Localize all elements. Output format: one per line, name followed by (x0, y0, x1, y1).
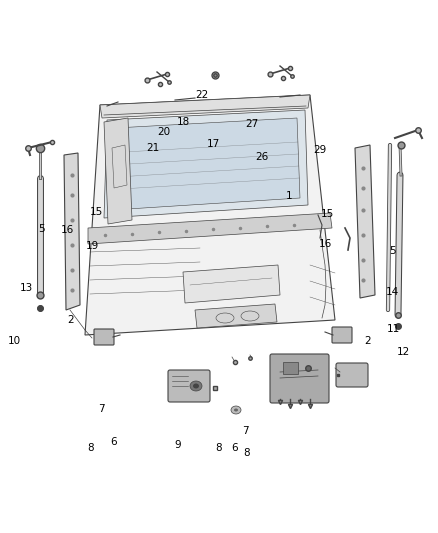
Text: 8: 8 (87, 443, 94, 453)
Text: 16: 16 (60, 225, 74, 235)
Text: 10: 10 (7, 336, 21, 346)
Text: 1: 1 (286, 191, 293, 201)
Text: 2: 2 (364, 336, 371, 346)
Text: 21: 21 (147, 143, 160, 153)
Text: 22: 22 (195, 90, 208, 100)
Text: 14: 14 (385, 287, 399, 297)
Ellipse shape (234, 408, 238, 411)
Bar (283, 362, 298, 374)
Text: 18: 18 (177, 117, 190, 126)
Text: 27: 27 (245, 119, 258, 128)
Ellipse shape (193, 384, 199, 389)
Polygon shape (100, 95, 310, 118)
Text: 2: 2 (67, 315, 74, 325)
Polygon shape (195, 304, 277, 328)
Polygon shape (88, 213, 332, 244)
Text: 11: 11 (387, 325, 400, 334)
Text: 5: 5 (389, 246, 396, 255)
Text: 8: 8 (215, 443, 223, 453)
FancyBboxPatch shape (332, 327, 352, 343)
Text: 17: 17 (207, 139, 220, 149)
Text: 13: 13 (20, 283, 33, 293)
Text: 16: 16 (318, 239, 332, 249)
FancyBboxPatch shape (270, 354, 329, 403)
Text: 12: 12 (397, 347, 410, 357)
Polygon shape (104, 110, 308, 218)
Polygon shape (85, 95, 335, 335)
Text: 9: 9 (174, 440, 181, 450)
Polygon shape (64, 153, 80, 310)
Ellipse shape (231, 406, 241, 414)
Ellipse shape (190, 381, 202, 391)
Text: 26: 26 (255, 152, 268, 162)
Text: 7: 7 (98, 405, 105, 414)
FancyBboxPatch shape (168, 370, 210, 402)
Text: 5: 5 (38, 224, 45, 234)
FancyBboxPatch shape (94, 329, 114, 345)
Text: 15: 15 (321, 209, 334, 219)
Text: 20: 20 (158, 127, 171, 137)
FancyBboxPatch shape (336, 363, 368, 387)
Text: 29: 29 (313, 146, 326, 155)
Polygon shape (104, 118, 132, 224)
Text: 6: 6 (231, 443, 238, 453)
Polygon shape (183, 265, 280, 303)
Text: 6: 6 (110, 438, 117, 447)
Text: 19: 19 (85, 241, 99, 251)
Polygon shape (112, 118, 300, 210)
Text: 7: 7 (242, 426, 249, 435)
Text: 15: 15 (90, 207, 103, 217)
Polygon shape (355, 145, 375, 298)
Text: 8: 8 (243, 448, 250, 458)
